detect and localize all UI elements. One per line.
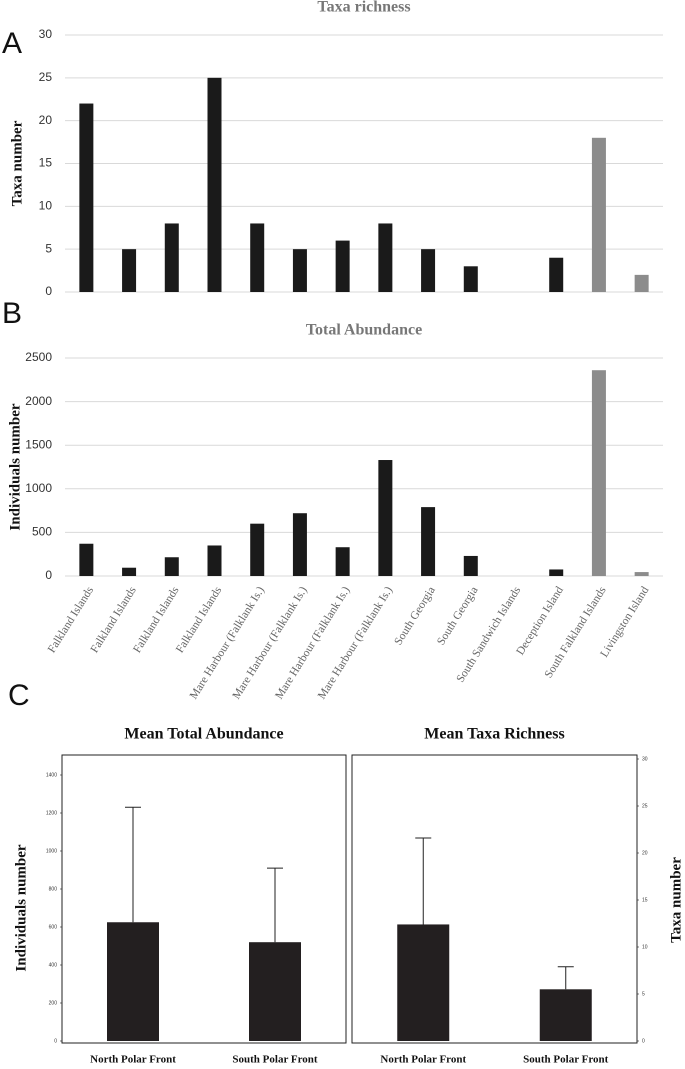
y-axis-label: Taxa number <box>9 120 25 206</box>
y-tick-label: 200 <box>49 1000 58 1006</box>
bar <box>378 223 393 292</box>
bar <box>549 569 564 576</box>
panel-label: C <box>8 679 30 712</box>
panel-label: B <box>2 297 22 330</box>
y-tick-label: 0 <box>54 1038 57 1044</box>
bar <box>335 547 350 576</box>
y-tick-label: 0 <box>45 568 52 582</box>
bar <box>122 249 137 292</box>
x-tick-label: North Polar Front <box>90 1054 176 1066</box>
y-tick-label: 20 <box>39 113 53 127</box>
bar <box>421 249 436 292</box>
bar <box>207 77 222 292</box>
x-tick-label: Deception Island <box>514 584 566 657</box>
x-tick-label: Mare Harbour (Falklank Is.) <box>273 584 352 701</box>
y-tick-label: 1400 <box>46 772 57 778</box>
bar <box>122 567 137 576</box>
y-tick-label: 1500 <box>25 437 52 451</box>
x-tick-label: South Polar Front <box>523 1054 608 1066</box>
bar <box>107 922 159 1041</box>
y-tick-label: 30 <box>39 27 53 41</box>
x-tick-label: Livingston Island <box>598 584 651 659</box>
panel-label: A <box>2 27 22 60</box>
bar <box>539 989 592 1041</box>
bar <box>292 249 307 292</box>
bar <box>634 274 649 292</box>
bar <box>207 545 222 576</box>
y-tick-label: 1000 <box>25 481 52 495</box>
y-tick-label: 15 <box>39 156 53 170</box>
bar <box>549 257 564 292</box>
y-axis-label: Individuals number <box>13 844 29 971</box>
y-tick-label: 20 <box>642 850 648 856</box>
y-tick-label: 2500 <box>25 350 52 364</box>
chart-title: Taxa richness <box>317 0 410 16</box>
bar <box>421 507 436 576</box>
bar <box>378 460 393 576</box>
chart-title: Mean Total Abundance <box>124 726 283 743</box>
bar <box>79 543 94 576</box>
bar <box>591 370 606 576</box>
x-tick-label: North Polar Front <box>380 1054 466 1066</box>
bar <box>250 523 265 576</box>
bar <box>463 555 478 576</box>
bar <box>591 137 606 292</box>
y-tick-label: 400 <box>49 962 58 968</box>
plot-frame <box>61 754 347 1044</box>
y-tick-label: 30 <box>642 756 648 762</box>
error-bar <box>415 837 432 925</box>
error-bar <box>267 867 283 943</box>
y-tick-label: 10 <box>642 944 648 950</box>
x-tick-label: Mare Harbour (Falklank Is.) <box>230 584 309 701</box>
y-tick-label: 5 <box>45 241 52 255</box>
y-axis-label: Individuals number <box>7 403 23 530</box>
error-bar <box>557 966 574 990</box>
error-bar <box>125 806 141 923</box>
x-tick-label: Falkland Islands <box>174 584 225 655</box>
y-tick-label: 25 <box>642 803 648 809</box>
x-tick-label: Falkland Islands <box>46 584 97 655</box>
x-tick-label: Falkland Islands <box>131 584 182 655</box>
x-tick-label: South Georgia <box>435 585 480 648</box>
y-tick-label: 600 <box>49 924 58 930</box>
y-tick-label: 0 <box>45 284 52 298</box>
chart-title: Total Abundance <box>306 322 422 339</box>
y-tick-label: 15 <box>642 897 648 903</box>
y-tick-label: 1000 <box>46 848 57 854</box>
y-tick-label: 1200 <box>46 810 57 816</box>
bar <box>164 557 179 576</box>
bar <box>250 223 265 292</box>
bar <box>634 572 649 576</box>
x-tick-label: South Georgia <box>392 585 437 648</box>
x-tick-label: Mare Harbour (Falklank Is.) <box>316 584 395 701</box>
y-tick-label: 25 <box>39 70 53 84</box>
bar <box>397 924 450 1041</box>
bar <box>249 942 301 1041</box>
bar <box>292 513 307 576</box>
y-tick-label: 5 <box>642 991 645 997</box>
x-tick-label: Mare Harbour (Falklank Is.) <box>188 584 267 701</box>
x-tick-label: South Polar Front <box>232 1054 317 1066</box>
y-tick-label: 500 <box>32 525 52 539</box>
y-tick-label: 0 <box>642 1038 645 1044</box>
bar <box>164 223 179 292</box>
y-tick-label: 10 <box>39 199 53 213</box>
chart-title: Mean Taxa Richness <box>424 726 564 743</box>
y-tick-label: 800 <box>49 886 58 892</box>
x-tick-label: Falkland Islands <box>89 584 140 655</box>
bar <box>463 266 478 292</box>
y-tick-label: 2000 <box>25 394 52 408</box>
bar <box>79 103 94 293</box>
y-axis-label: Taxa number <box>668 857 684 943</box>
plot-frame <box>351 754 638 1044</box>
bar <box>335 240 350 292</box>
